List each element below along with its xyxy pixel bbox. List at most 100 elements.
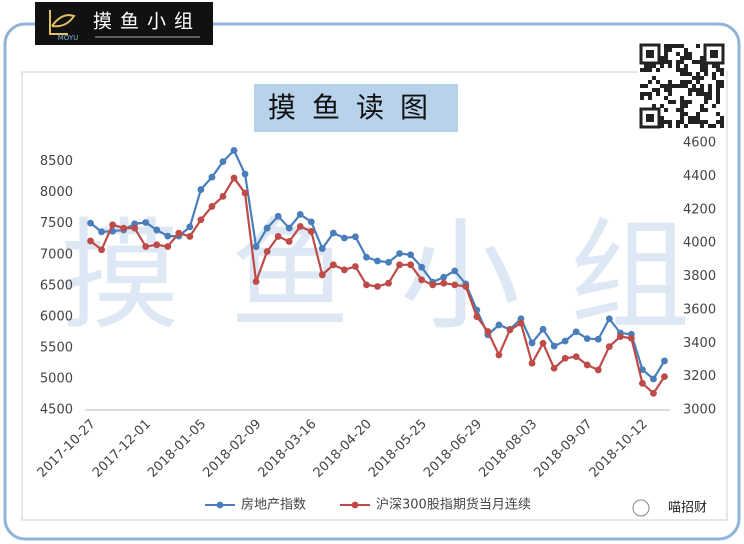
- qr-cell: [672, 44, 676, 48]
- y-tick-label: 6500: [40, 278, 73, 293]
- qr-cell: [712, 124, 716, 128]
- point: [296, 223, 304, 230]
- chart-area: [21, 71, 728, 521]
- qr-cell: [648, 96, 652, 100]
- point: [650, 389, 657, 397]
- qr-cell: [656, 68, 660, 72]
- qr-cell: [680, 96, 684, 100]
- y2-tick-label: 3400: [683, 336, 716, 351]
- qr-cell: [644, 68, 648, 72]
- point: [550, 342, 558, 350]
- point: [285, 224, 293, 232]
- point: [109, 221, 116, 229]
- point: [583, 361, 591, 369]
- y-tick-label: 5000: [40, 371, 73, 386]
- legend-label: 房地产指数: [241, 497, 306, 513]
- y2-tick-label: 3000: [683, 403, 716, 418]
- logo-sub: MOYU: [58, 34, 79, 42]
- point: [517, 319, 525, 327]
- qr-cell: [684, 124, 688, 128]
- point: [318, 271, 326, 279]
- qr-cell: [720, 120, 724, 124]
- qr-cell: [664, 96, 668, 100]
- qr-cell: [704, 108, 708, 112]
- point: [219, 158, 227, 166]
- qr-cell: [680, 112, 684, 116]
- point: [550, 364, 558, 372]
- qr-cell: [716, 112, 720, 116]
- point: [418, 276, 426, 284]
- point: [440, 279, 448, 287]
- qr-cell: [668, 100, 672, 104]
- point: [329, 261, 337, 269]
- qr-cell: [700, 68, 704, 72]
- qr-cell: [652, 88, 656, 92]
- qr-cell: [688, 116, 692, 120]
- qr-cell: [664, 52, 668, 56]
- point: [208, 203, 216, 210]
- point: [230, 147, 238, 154]
- point: [219, 193, 227, 200]
- qr-cell: [668, 120, 672, 124]
- point: [164, 232, 172, 240]
- legend-swatch: [351, 501, 359, 509]
- point: [352, 233, 359, 241]
- point: [87, 237, 94, 245]
- point: [175, 229, 183, 237]
- qr-cell: [720, 84, 724, 88]
- point: [363, 253, 370, 261]
- qr-cell: [668, 84, 672, 88]
- qr-cell: [680, 56, 684, 60]
- qr-cell: [700, 108, 704, 112]
- point: [374, 283, 381, 290]
- qr-cell: [716, 64, 720, 68]
- qr-cell: [688, 120, 692, 124]
- qr-cell: [684, 72, 688, 76]
- qr-cell: [720, 116, 724, 120]
- qr-cell: [668, 44, 672, 48]
- qr-cell: [676, 84, 680, 88]
- point: [506, 326, 514, 334]
- qr-cell: [684, 112, 688, 116]
- point: [164, 243, 172, 250]
- point: [230, 174, 238, 182]
- qr-cell: [684, 80, 688, 84]
- qr-cell: [716, 68, 720, 72]
- y2-tick-label: 4200: [683, 202, 716, 217]
- y2-tick-label: 4600: [683, 136, 716, 151]
- qr-cell: [684, 52, 688, 56]
- point: [340, 266, 348, 274]
- y2-tick-label: 3600: [683, 302, 716, 317]
- qr-cell: [672, 84, 676, 88]
- qr-cell: [700, 84, 704, 88]
- qr-cell: [644, 84, 648, 88]
- qr-cell: [696, 116, 700, 120]
- qr-cell: [664, 48, 668, 52]
- qr-cell: [716, 88, 720, 92]
- point: [385, 279, 392, 287]
- qr-cell: [700, 88, 704, 92]
- qr-cell: [692, 84, 696, 88]
- point: [263, 224, 271, 232]
- qr-cell: [684, 84, 688, 88]
- qr-cell: [696, 92, 700, 96]
- qr-cell: [668, 124, 672, 128]
- qr-cell: [692, 120, 696, 124]
- qr-cell: [700, 120, 704, 124]
- qr-cell: [664, 44, 668, 48]
- point: [352, 263, 359, 270]
- qr-cell: [640, 68, 644, 72]
- point: [307, 228, 315, 235]
- qr-cell: [664, 84, 668, 88]
- qr-cell: [664, 60, 668, 64]
- point: [594, 366, 602, 374]
- qr-cell: [676, 124, 680, 128]
- qr-cell: [700, 64, 704, 68]
- point: [451, 281, 459, 289]
- point: [274, 212, 282, 220]
- qr-cell: [708, 96, 712, 100]
- qr-cell: [696, 44, 700, 48]
- point: [186, 223, 194, 231]
- point: [440, 273, 448, 281]
